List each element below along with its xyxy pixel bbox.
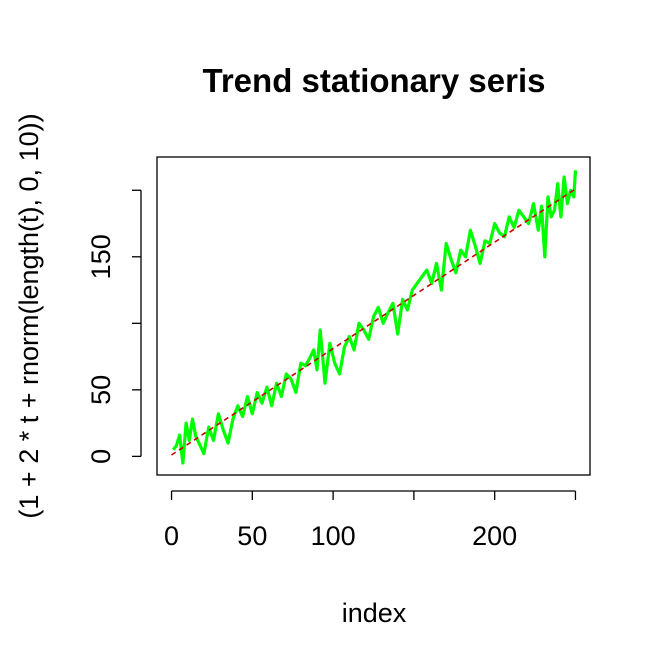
x-tick-label: 100: [311, 521, 356, 551]
chart-title: Trend stationary seris: [203, 62, 546, 99]
y-axis-ticks: 0 50 150: [86, 189, 141, 464]
x-axis-ticks: 0 50 100 200: [164, 491, 577, 551]
x-tick-label: 0: [164, 521, 179, 551]
y-tick-label: 50: [86, 375, 116, 405]
x-tick-label: 50: [237, 521, 267, 551]
x-axis-title: index: [342, 598, 407, 628]
series-line: [171, 170, 578, 465]
y-tick-label: 150: [86, 234, 116, 279]
plot-box: [156, 156, 591, 476]
y-axis-title: (1 + 2 * t + rnorm(length(t), 0, 10)): [14, 113, 44, 518]
y-tick-label: 0: [86, 449, 116, 464]
series-layer: [171, 170, 578, 465]
x-tick-label: 200: [472, 521, 517, 551]
